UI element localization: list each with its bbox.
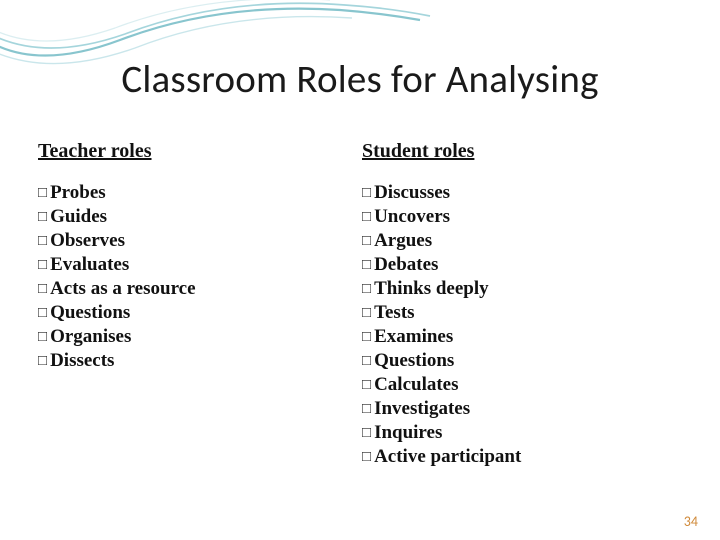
- list-item: □Discusses: [362, 181, 686, 205]
- list-item: □Argues: [362, 229, 686, 253]
- checkbox-icon: □: [38, 326, 47, 349]
- list-item-label: Probes: [50, 182, 106, 203]
- list-item-label: Dissects: [50, 350, 114, 371]
- list-item-label: Debates: [374, 254, 438, 275]
- list-item-label: Tests: [374, 302, 414, 323]
- checkbox-icon: □: [362, 374, 371, 397]
- list-item-label: Calculates: [374, 374, 458, 395]
- checkbox-icon: □: [362, 422, 371, 445]
- list-item: □Questions: [38, 301, 362, 325]
- page-number: 34: [684, 513, 698, 530]
- checkbox-icon: □: [38, 230, 47, 253]
- list-item-label: Guides: [50, 206, 107, 227]
- list-item-label: Questions: [374, 350, 454, 371]
- list-item-label: Acts as a resource: [50, 278, 195, 299]
- slide-title: Classroom Roles for Analysing: [0, 56, 720, 103]
- list-item: □Calculates: [362, 373, 686, 397]
- checkbox-icon: □: [362, 302, 371, 325]
- list-item-label: Observes: [50, 230, 125, 251]
- list-item-label: Organises: [50, 326, 131, 347]
- slide: Classroom Roles for Analysing Teacher ro…: [0, 0, 720, 540]
- checkbox-icon: □: [362, 350, 371, 373]
- checkbox-icon: □: [362, 230, 371, 253]
- list-item-label: Argues: [374, 230, 432, 251]
- list-item: □Guides: [38, 205, 362, 229]
- student-column: Student roles □Discusses□Uncovers□Argues…: [362, 140, 686, 469]
- checkbox-icon: □: [362, 326, 371, 349]
- list-item: □Acts as a resource: [38, 277, 362, 301]
- checkbox-icon: □: [362, 182, 371, 205]
- checkbox-icon: □: [38, 254, 47, 277]
- list-item: □Probes: [38, 181, 362, 205]
- checkbox-icon: □: [362, 206, 371, 229]
- checkbox-icon: □: [362, 254, 371, 277]
- student-items: □Discusses□Uncovers□Argues□Debates□Think…: [362, 181, 686, 469]
- checkbox-icon: □: [38, 350, 47, 373]
- list-item-label: Discusses: [374, 182, 450, 203]
- list-item-label: Uncovers: [374, 206, 450, 227]
- list-item: □Examines: [362, 325, 686, 349]
- list-item: □Evaluates: [38, 253, 362, 277]
- list-item: □Tests: [362, 301, 686, 325]
- teacher-column: Teacher roles □Probes□Guides□Observes□Ev…: [38, 140, 362, 469]
- list-item: □Observes: [38, 229, 362, 253]
- checkbox-icon: □: [362, 398, 371, 421]
- checkbox-icon: □: [38, 182, 47, 205]
- checkbox-icon: □: [38, 206, 47, 229]
- list-item-label: Thinks deeply: [374, 278, 489, 299]
- list-item: □Inquires: [362, 421, 686, 445]
- list-item-label: Questions: [50, 302, 130, 323]
- checkbox-icon: □: [362, 446, 371, 469]
- list-item: □Thinks deeply: [362, 277, 686, 301]
- checkbox-icon: □: [362, 278, 371, 301]
- list-item: □Questions: [362, 349, 686, 373]
- list-item: □Uncovers: [362, 205, 686, 229]
- list-item-label: Examines: [374, 326, 453, 347]
- list-item: □Dissects: [38, 349, 362, 373]
- list-item-label: Inquires: [374, 422, 442, 443]
- teacher-heading: Teacher roles: [38, 140, 362, 163]
- list-item-label: Active participant: [374, 446, 521, 467]
- content-columns: Teacher roles □Probes□Guides□Observes□Ev…: [38, 140, 686, 469]
- list-item: □Organises: [38, 325, 362, 349]
- list-item: □Investigates: [362, 397, 686, 421]
- checkbox-icon: □: [38, 278, 47, 301]
- student-heading: Student roles: [362, 140, 686, 163]
- list-item-label: Investigates: [374, 398, 470, 419]
- checkbox-icon: □: [38, 302, 47, 325]
- list-item-label: Evaluates: [50, 254, 129, 275]
- list-item: □Debates: [362, 253, 686, 277]
- teacher-items: □Probes□Guides□Observes□Evaluates□Acts a…: [38, 181, 362, 373]
- list-item: □Active participant: [362, 445, 686, 469]
